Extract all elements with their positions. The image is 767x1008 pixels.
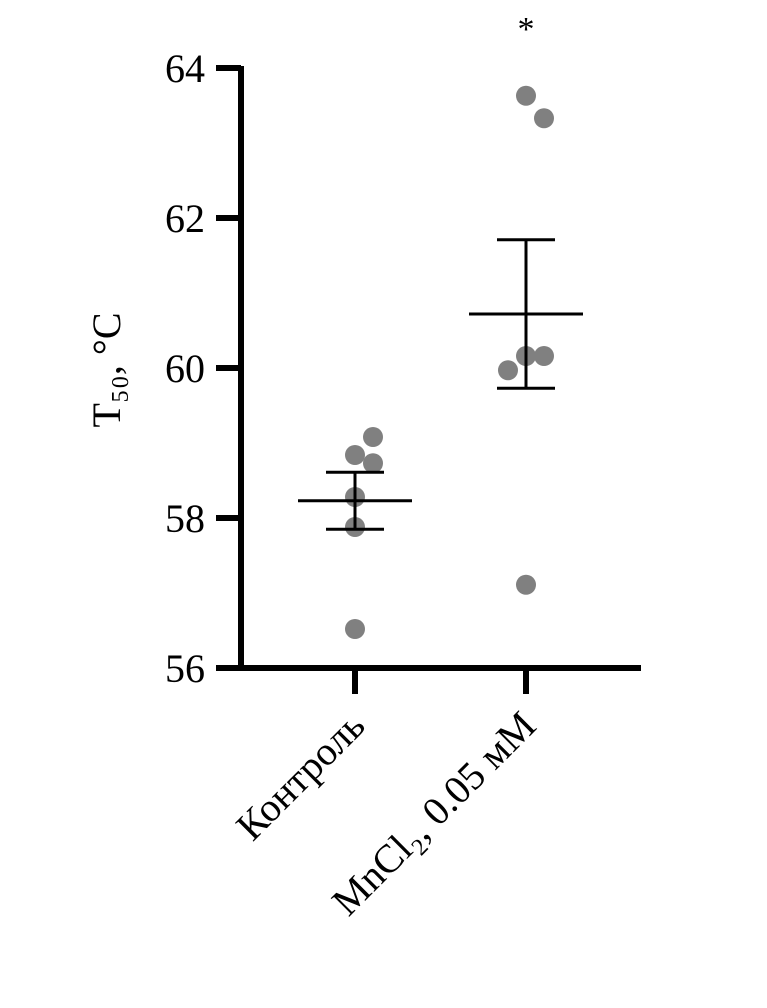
y-tick-label: 62 <box>165 196 205 241</box>
data-point <box>534 346 554 366</box>
data-point <box>498 360 518 381</box>
data-point <box>345 445 365 465</box>
y-tick-label: 60 <box>165 346 205 391</box>
x-tick-label: Контроль <box>227 703 373 849</box>
y-tick-label: 64 <box>165 46 205 91</box>
data-point <box>516 85 536 106</box>
data-point <box>516 574 536 595</box>
y-axis-label: T₅₀, °C <box>84 313 129 428</box>
y-tick-label: 58 <box>165 496 205 541</box>
annotation: * <box>518 11 535 48</box>
y-tick-label: 56 <box>165 646 205 691</box>
data-point <box>534 108 554 129</box>
data-point <box>363 453 383 474</box>
data-point <box>363 427 383 447</box>
data-point <box>345 619 365 639</box>
